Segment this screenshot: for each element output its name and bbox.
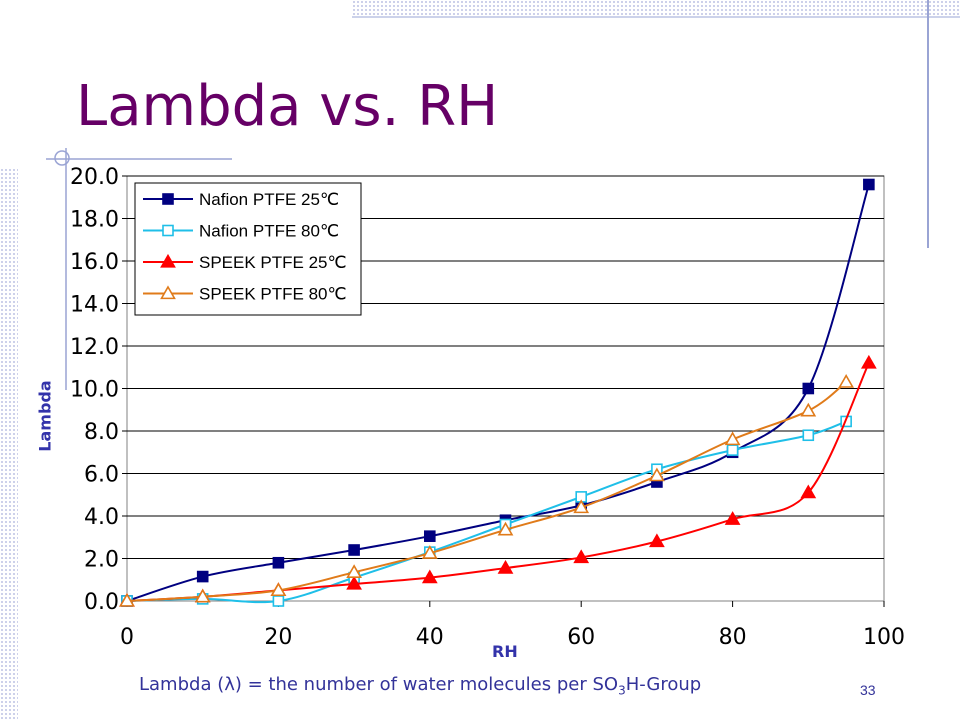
legend-label-2: SPEEK PTFE 25℃ (199, 253, 347, 272)
x-tick-label-4: 80 (719, 625, 747, 650)
series-3-point-9 (800, 402, 817, 417)
x-tick-label-0: 0 (120, 625, 134, 650)
series-3-point-0 (119, 592, 135, 607)
series-0-point-2 (272, 556, 285, 569)
y-tick-label-3: 6.0 (84, 463, 119, 488)
series-3-point-8 (724, 431, 741, 446)
x-tick-labels: 0 20 40 60 80 100 (120, 625, 905, 650)
series-2-point-5 (497, 559, 514, 574)
series-0-point-1 (196, 570, 209, 583)
series-2-point-9 (800, 484, 817, 499)
y-tick-label-4: 8.0 (84, 420, 119, 445)
x-tick-label-3: 60 (567, 625, 595, 650)
series-3-point-5 (497, 521, 514, 536)
series-3-point-4 (421, 545, 438, 559)
x-tick-label-1: 20 (264, 625, 292, 650)
series-2-point-3 (346, 575, 362, 590)
legend-marker-1 (162, 224, 174, 237)
legend-label-3: SPEEK PTFE 80℃ (199, 285, 347, 304)
y-tick-label-6: 12.0 (70, 335, 119, 360)
series-3-point-7 (649, 467, 665, 482)
page-number: 33 (860, 682, 876, 698)
top-dotted-band (352, 0, 960, 16)
series-3-point-6 (573, 499, 590, 514)
y-tick-label-10: 20.0 (70, 165, 119, 190)
series-1-point-9 (802, 429, 815, 442)
series-3-point-3 (346, 564, 362, 578)
decor-circle (54, 150, 70, 166)
series-1-point-8 (726, 444, 739, 456)
series-3-point-2 (270, 582, 287, 597)
y-tick-label-5: 10.0 (70, 378, 119, 403)
lambda-definition-footnote: Lambda (λ) = the number of water molecul… (139, 674, 701, 698)
legend-marker-3 (160, 285, 176, 300)
y-tick-label-1: 2.0 (84, 548, 119, 573)
legend-label-0: Nafion PTFE 25℃ (199, 190, 339, 209)
y-tick-label-9: 18.0 (70, 208, 119, 233)
legend-marker-2 (160, 253, 176, 268)
legend-label-1: Nafion PTFE 80℃ (199, 222, 339, 241)
series-2-point-4 (421, 569, 438, 584)
series-2-point-10 (860, 354, 877, 369)
series-1-point-2 (272, 595, 285, 607)
slide-title: Lambda vs. RH (76, 74, 499, 139)
x-tick-label-5: 100 (863, 625, 905, 650)
y-tick-label-8: 16.0 (70, 250, 119, 275)
x-axis-label: RH (492, 642, 518, 661)
y-axis-label: Lambda (35, 380, 55, 452)
series-3 (119, 374, 855, 607)
x-tick-label-2: 40 (416, 625, 444, 650)
series-3-point-10 (838, 374, 855, 388)
series-0-point-4 (423, 530, 436, 542)
series-0-point-3 (348, 544, 360, 556)
series-layer (119, 178, 877, 607)
y-tick-label-2: 4.0 (84, 505, 119, 530)
legend: Nafion PTFE 25℃ Nafion PTFE 80℃ SPEEK PTFE… (134, 182, 362, 316)
series-0-point-9 (802, 382, 815, 395)
series-2-point-8 (724, 511, 741, 525)
legend-marker-0 (162, 193, 174, 205)
series-2-point-6 (573, 549, 590, 564)
footnote-text-pre: Lambda (λ) = the number of water molecul… (139, 674, 619, 695)
series-2-point-7 (649, 533, 665, 548)
y-tick-label-0: 0.0 (84, 590, 119, 615)
y-tick-label-7: 14.0 (70, 293, 119, 318)
y-tick-labels: 0.0 2.0 4.0 6.0 8.0 10.0 12.0 14.0 16.0 18.0 20.0 (70, 165, 119, 615)
series-0-point-10 (863, 178, 875, 191)
left-dotted-band (0, 168, 18, 720)
footnote-subscript: 3 (618, 683, 626, 698)
footnote-text-post: H-Group (625, 674, 702, 695)
series-3-point-1 (194, 588, 211, 603)
